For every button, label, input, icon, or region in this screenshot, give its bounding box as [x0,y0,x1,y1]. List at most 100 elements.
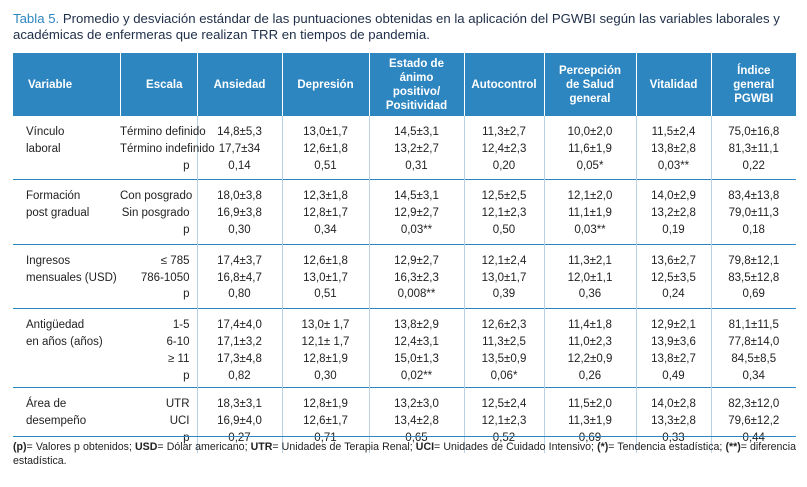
mean-sd-value: 13,0±1,7 [303,126,348,138]
mean-sd-value: 82,3±12,0 [728,398,780,411]
value-cell: 12,5±2,5 12,1±2,3 0,50 [464,179,545,245]
value-cell: 12,9±2,1 13,9±3,6 13,8±2,7 0,49 [636,308,712,388]
mean-sd-value: 11,3±2,1 [568,254,612,267]
value-cell: 17,4±4,0 17,1±3,2 17,3±4,8 0,82 [197,308,283,388]
scale-label: 786-1050 [140,271,190,284]
scale-label: p [183,223,190,236]
footer-rule [13,436,796,437]
mean-sd-value: 12,1±2,3 [481,207,527,220]
scale-label: p [183,431,190,444]
value-cell: 14,5±3,1 13,2±2,7 0,31 [369,116,465,180]
header-depresion: Depresión [282,53,370,116]
mean-sd-value: 12,4±3,1 [394,335,439,348]
value-cell: 11,3±2,7 12,4±2,3 0,20 [464,116,545,180]
footnote-abbrev: UCI [415,441,435,453]
mean-sd-value: 13,5±0,9 [481,352,527,365]
footnote-text: = diferencia estadística. [13,441,796,467]
p-value: 0,14 [228,159,251,172]
variable-label: Ingresos [26,254,71,267]
variable-label: mensuales (USD) [26,271,117,284]
mean-sd-value: 12,1±2,4 [481,254,527,267]
p-value: 0,52 [492,431,516,444]
variable-label: Área de [26,398,67,411]
footnote-text: = Unidades de Terapia Renal; [272,441,416,453]
p-value: 0,30 [314,369,337,382]
value-cell: 75,0±16,8 81,3±11,1 0,22 [711,116,796,180]
value-cell: 11,3±2,1 12,0±1,1 0,36 [544,243,637,309]
table-row: Ingresos mensuales (USD) ≤ 785 786-1050 p 17,… [13,243,796,309]
variable-cell: Vínculo laboral [13,116,120,180]
caption-label: Tabla 5. [13,11,60,26]
mean-sd-value: 84,5±8,5 [731,352,777,365]
mean-sd-value: 11,6±1,9 [568,142,612,155]
results-table: Variable Escala Ansiedad Depresión Estad… [13,53,796,453]
mean-sd-value: 12,2±0,9 [567,352,613,365]
p-value: 0,49 [662,369,685,382]
table-row: Área de desempeño UTR UCI p 18,3±3,1 16,9±4,0 0… [13,387,796,453]
footnote-text: = Dólar americano; [157,441,251,453]
p-value: 0,44 [742,431,765,444]
p-value: 0,39 [492,288,516,301]
p-value: 0,008** [397,288,436,301]
p-value: 0,20 [492,159,516,172]
value-cell: 13,6±2,7 12,5±3,5 0,24 [636,243,712,309]
scale-label: p [183,369,190,382]
mean-sd-value: 13,0±1,7 [481,271,527,284]
value-cell: 14,0±2,8 13,3±2,8 0,33 [636,387,712,453]
footnote-text: = Valores p obtenidos; [26,441,136,453]
header-variable: Variable [13,53,121,116]
scale-label: Con posgrado [120,190,193,203]
scale-label: p [183,159,190,172]
variable-cell: Área de desempeño [13,387,120,453]
mean-sd-value: 14,5±3,1 [394,190,439,203]
mean-sd-value: 16,3±2,3 [394,271,439,284]
mean-sd-value: 14,8±5,3 [217,126,262,138]
mean-sd-value: 12,5±2,4 [481,398,527,411]
p-value: 0,06* [490,369,518,382]
mean-sd-value: 79,6±12,2 [728,415,780,428]
value-cell: 12,6±2,3 11,3±2,5 13,5±0,9 0,06* [464,308,545,388]
mean-sd-value: 13,4±2,8 [394,415,439,428]
variable-label: desempeño [26,415,87,428]
mean-sd-value: 18,0±3,8 [217,190,262,203]
header-ansiedad: Ansiedad [197,53,283,116]
p-value: 0,69 [578,431,602,444]
mean-sd-value: 17,3±4,8 [217,352,262,365]
mean-sd-value: 12,8±1,9 [303,398,348,411]
value-cell: 11,5±2,4 13,8±2,8 0,03** [636,116,712,180]
footnote-abbrev: (*) [597,441,609,453]
value-cell: 12,5±2,4 12,1±2,3 0,52 [464,387,545,453]
value-cell: 10,0±2,0 11,6±1,9 0,05* [544,116,637,180]
mean-sd-value: 12,6±1,8 [303,254,348,267]
footnote-text: = Tendencia estadística; [608,441,726,453]
p-value: 0,26 [578,369,602,382]
p-value: 0,51 [314,288,337,301]
mean-sd-value: 11,0±2,3 [568,335,612,348]
mean-sd-value: 13,2±2,7 [394,142,439,155]
p-value: 0,02** [400,369,433,382]
caption-text: Promedio y desviación estándar de las pu… [13,11,780,42]
p-value: 0,71 [314,431,337,444]
value-cell: 14,8±5,3 17,7±34 0,14 [197,116,283,180]
mean-sd-value: 14,5±3,1 [394,126,439,138]
mean-sd-value: 11,5±2,0 [568,398,612,411]
scale-label: Término indefinido [120,142,215,155]
footnote-abbrev: (**) [725,441,741,453]
scale-cell: Con posgrado Sin posgrado p [120,179,198,245]
footnote-abbrev: UTR [250,441,273,453]
value-cell: 83,4±13,8 79,0±11,3 0,18 [711,179,796,245]
mean-sd-value: 11,3±2,7 [482,126,526,138]
scale-label: ≥ 11 [168,352,190,365]
scale-label: UTR [165,398,190,411]
mean-sd-value: 13,2±2,8 [651,207,696,220]
p-value: 0,65 [405,431,428,444]
mean-sd-value: 12,8±1,9 [303,352,348,365]
scale-label: p [183,288,190,301]
mean-sd-value: 13,2±3,0 [394,398,439,411]
p-value: 0,80 [228,288,251,301]
header-row: Variable Escala Ansiedad Depresión Estad… [13,53,796,116]
header-vitalidad: Vitalidad [636,53,712,116]
mean-sd-value: 11,4±1,8 [568,319,612,332]
footnote-abbrev: (p) [13,441,27,453]
mean-sd-value: 81,1±11,5 [728,319,779,332]
